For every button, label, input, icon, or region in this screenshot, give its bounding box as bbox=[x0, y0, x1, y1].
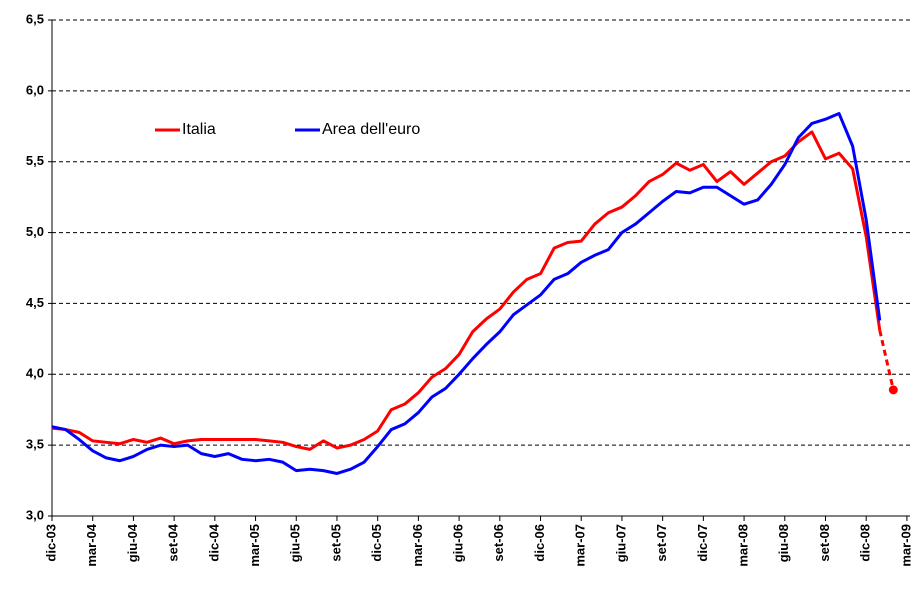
y-tick-label: 3,5 bbox=[26, 437, 44, 452]
projection-line bbox=[878, 330, 895, 391]
x-tick-label: giu-07 bbox=[613, 524, 628, 562]
x-tick-label: giu-06 bbox=[451, 524, 466, 562]
x-tick-label: set-07 bbox=[654, 524, 669, 562]
x-tick-label: dic-08 bbox=[858, 524, 873, 562]
x-tick-label: mar-05 bbox=[247, 524, 262, 567]
x-tick-label: mar-09 bbox=[898, 524, 912, 567]
x-tick-label: mar-07 bbox=[573, 524, 588, 567]
x-tick-label: dic-05 bbox=[369, 524, 384, 562]
x-tick-label: giu-08 bbox=[776, 524, 791, 562]
y-tick-label: 4,5 bbox=[26, 295, 44, 310]
y-tick-label: 6,0 bbox=[26, 82, 44, 97]
x-tick-label: dic-06 bbox=[532, 524, 547, 562]
legend-label: Area dell'euro bbox=[322, 121, 420, 138]
x-tick-label: dic-04 bbox=[206, 523, 221, 561]
x-tick-label: set-04 bbox=[166, 523, 181, 561]
y-tick-label: 6,5 bbox=[26, 11, 44, 26]
projection-point bbox=[888, 385, 898, 395]
x-tick-label: dic-03 bbox=[43, 524, 58, 562]
line-series bbox=[51, 130, 882, 451]
x-tick-label: giu-04 bbox=[125, 523, 140, 562]
y-tick-label: 4,0 bbox=[26, 366, 44, 381]
x-tick-label: set-05 bbox=[328, 524, 343, 562]
legend-label: Italia bbox=[182, 121, 216, 138]
x-tick-label: dic-07 bbox=[695, 524, 710, 562]
x-tick-label: giu-05 bbox=[288, 524, 303, 562]
y-tick-label: 5,5 bbox=[26, 153, 44, 168]
x-tick-label: mar-04 bbox=[84, 523, 99, 566]
line-series bbox=[51, 112, 882, 475]
y-tick-label: 3,0 bbox=[26, 507, 44, 522]
x-tick-label: mar-08 bbox=[736, 524, 751, 567]
x-tick-label: set-06 bbox=[491, 524, 506, 562]
y-tick-label: 5,0 bbox=[26, 224, 44, 239]
x-tick-label: set-08 bbox=[817, 524, 832, 562]
x-tick-label: mar-06 bbox=[410, 524, 425, 567]
